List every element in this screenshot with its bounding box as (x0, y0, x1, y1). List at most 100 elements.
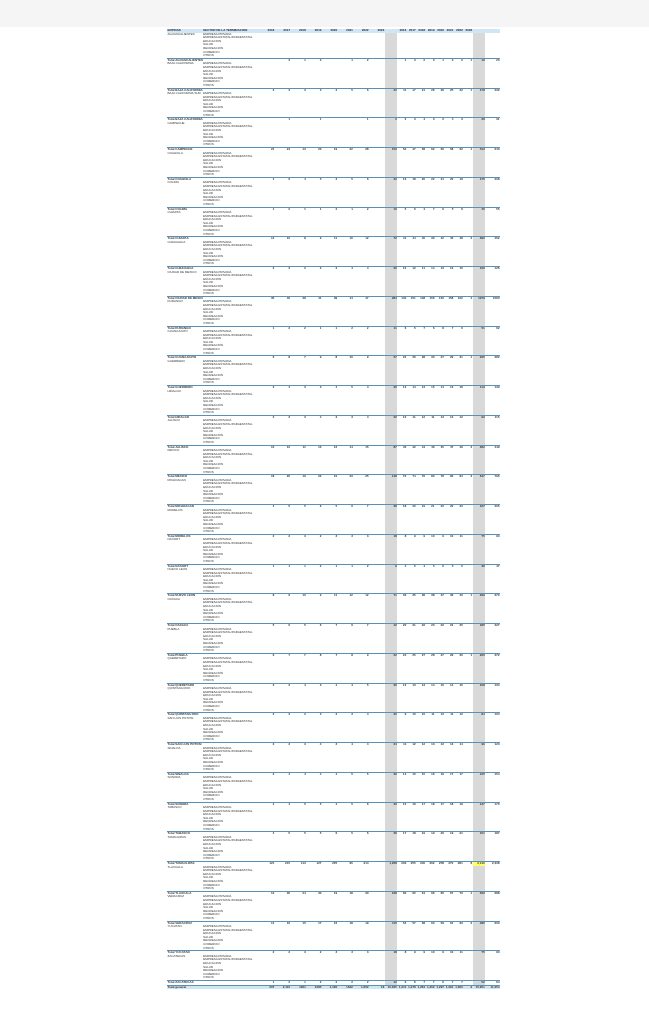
value-cell (384, 333, 398, 338)
value-cell (384, 463, 398, 468)
value-cell (472, 731, 486, 735)
total-value: 9 (306, 593, 322, 598)
table-row: OTROS (167, 321, 500, 326)
category-name: EMPRESA ESTATAL/PARAESTATAL (203, 274, 253, 278)
spacer (202, 652, 260, 658)
table-row: EDUCACIÓN (167, 426, 500, 431)
category-name: RECREACIÓN (203, 671, 224, 675)
table-row: SALUD (167, 489, 500, 494)
total-value: 6 (337, 503, 354, 509)
category-name: EMPRESA ESTATAL/PARAESTATAL (203, 809, 253, 813)
total-value: 19 (416, 503, 426, 509)
total-value: 38 (290, 295, 307, 301)
total-value: 1 (306, 117, 322, 122)
total-value: 25 (406, 652, 417, 658)
total-value: 22 (453, 87, 464, 93)
value-cell (384, 318, 398, 322)
total-value: 57 (384, 355, 398, 360)
total-value: 29 (384, 771, 398, 777)
state-total-label: Total SAN LUIS POTOSÍ (167, 741, 203, 747)
total-value: 26 (384, 384, 398, 390)
value-cell (472, 377, 486, 382)
total-value: 22 (416, 622, 426, 628)
category-name: EMPRESA PRIVADA (203, 806, 232, 810)
category-name: EDUCACIÓN (203, 158, 222, 162)
table-row: RECREACIÓN (167, 731, 500, 735)
value-cell (472, 244, 486, 249)
total-value: 17 (406, 87, 417, 93)
category-name: COMERCIO (203, 615, 220, 619)
value-cell (472, 612, 486, 616)
value-cell (384, 456, 398, 460)
value-cell (472, 403, 486, 408)
total-value: 22 (435, 503, 445, 509)
value-cell (384, 188, 398, 193)
value-cell (384, 274, 398, 278)
spacer (202, 87, 260, 93)
table-row: BAJA CALIFORNIA EMPRESA PRIVADA (167, 62, 500, 66)
total-value: 2 (337, 325, 354, 331)
value-cell (472, 750, 486, 754)
total-value: 215 (274, 860, 291, 866)
total-value: 76 (416, 474, 426, 479)
value-cell (384, 489, 398, 494)
total-value: 151 (406, 295, 417, 301)
table-row: SALUD (167, 459, 500, 464)
total-value: 33 (397, 593, 407, 598)
category-name: SALUD (203, 727, 214, 731)
total-value: 13 (435, 414, 445, 420)
value-cell (472, 307, 486, 312)
total-value: 95 (337, 860, 354, 866)
value-cell (472, 318, 486, 322)
total-value: 20 (444, 503, 454, 509)
total-value: 5 (353, 682, 370, 688)
total-value: 2 (444, 57, 454, 63)
total-value: 13 (444, 384, 454, 390)
total-value: 15 (425, 384, 436, 390)
total-value: 3 (274, 741, 291, 747)
value-cell (384, 181, 398, 185)
total-state-name: GUANAJUATO (175, 355, 197, 360)
state-total-row: Total SINALOA 3 4 4 4 4 5 5 29 14 15 15 16 16 17 17 125 1… (167, 771, 500, 777)
table-row: COMERCIO (167, 675, 500, 679)
value-cell (384, 724, 398, 728)
total-state-name: AGUASCALIENTES (175, 58, 203, 62)
value-cell (472, 631, 486, 635)
category-name: RECREACIÓN (203, 165, 224, 169)
total-value: 9 (306, 355, 322, 360)
table-row: EMPRESA ESTATAL/PARAESTATAL (167, 363, 500, 368)
total-value: 154 (485, 771, 500, 777)
value-cell (384, 244, 398, 249)
total-value: 51 (472, 325, 486, 331)
total-value: 7 (290, 355, 307, 360)
value-cell (472, 270, 486, 275)
total-value: 11 (321, 236, 338, 241)
table-row: EDUCACIÓN (167, 248, 500, 252)
total-value: 3 (306, 87, 322, 93)
total-value: 6 (321, 831, 338, 836)
category-name: COMERCIO (203, 318, 220, 322)
value-cell (472, 337, 486, 341)
category-name: OTROS (203, 649, 214, 653)
table-row: EDUCACIÓN (167, 39, 500, 44)
category-name: COMERCIO (203, 437, 220, 441)
category-name: EMPRESA ESTATAL/PARAESTATAL (203, 303, 253, 307)
total-value: 5 (337, 771, 354, 777)
state-total-label: Total GUERRERO (167, 384, 203, 390)
total-value: 4 (290, 771, 307, 777)
value-cell (472, 478, 486, 483)
total-value (369, 87, 385, 93)
state-total-row: Total CHIHUAHUA 2 3 2 2 3 4 4 20 10 12 11 14 13 12 15 10… (167, 265, 500, 271)
value-cell (472, 422, 486, 427)
total-value: 9 (384, 563, 398, 569)
total-value: 5 (337, 87, 354, 93)
category-name: OTROS (203, 530, 214, 534)
total-value: 185 (472, 622, 486, 628)
category-name: EMPRESA PRIVADA (203, 627, 232, 631)
total-prefix: Total (167, 802, 175, 806)
total-value: 36 (384, 831, 398, 836)
table-row: COMERCIO (167, 556, 500, 560)
value-cell (384, 307, 398, 312)
spacer (202, 384, 260, 390)
state-total-row: Total MÉXICO 18 20 19 22 21 23 25 148 70 74 76 80 78 8… (167, 474, 500, 479)
